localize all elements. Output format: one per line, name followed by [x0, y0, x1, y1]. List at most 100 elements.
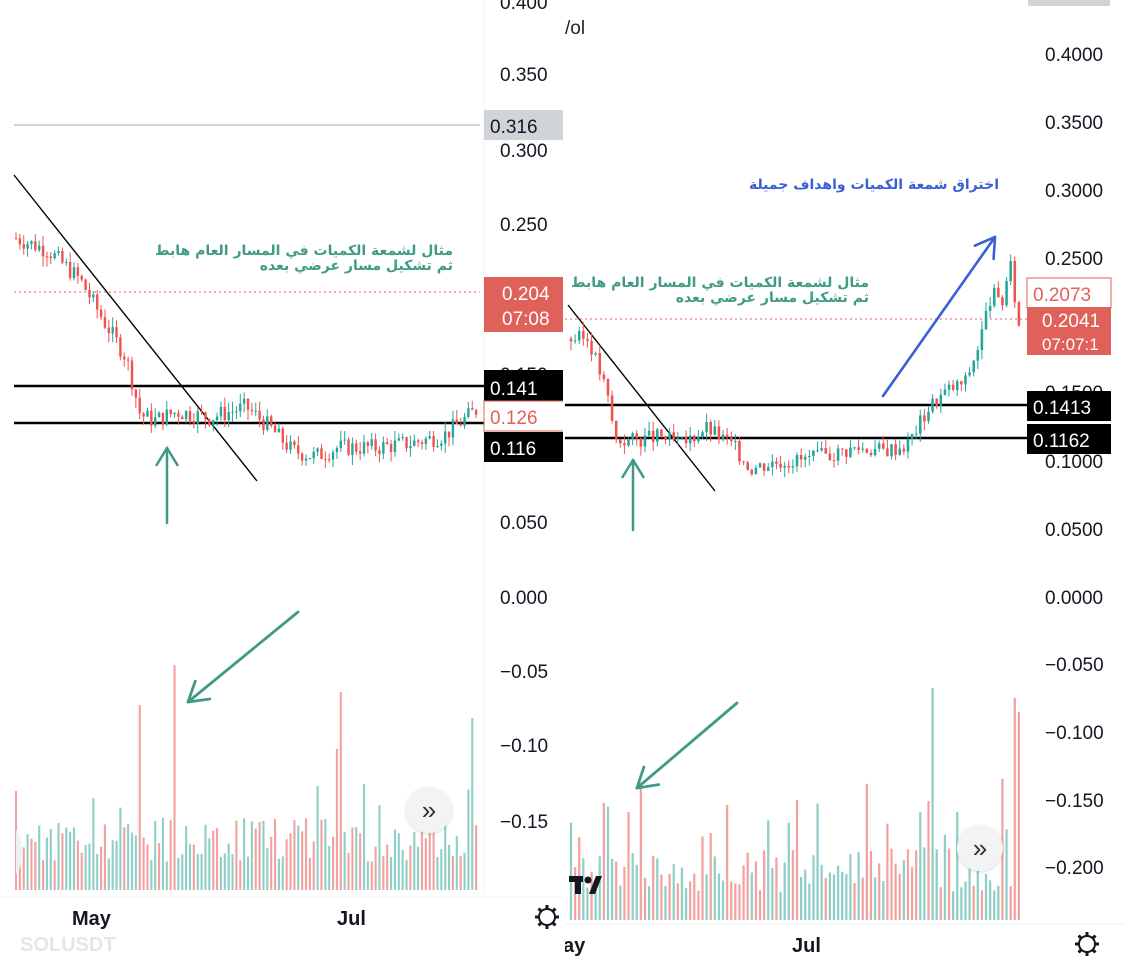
right-candle — [680, 436, 684, 438]
right-volume-bar — [598, 856, 601, 920]
y-axis-tick-label: −0.10 — [500, 736, 548, 757]
left-volume-bar — [18, 851, 21, 890]
right-candle — [976, 350, 980, 361]
right-candle — [742, 461, 745, 463]
right-candle — [898, 448, 902, 455]
left-candle — [38, 245, 41, 251]
right-candle — [960, 381, 963, 385]
downtrend-line — [567, 304, 716, 492]
chart-canvas-right[interactable]: 0.40000.35000.30000.25000.15000.10000.05… — [565, 0, 1125, 970]
left-candle — [177, 412, 180, 417]
left-volume-bar — [42, 860, 45, 890]
left-candle — [277, 428, 281, 433]
right-volume-bar — [693, 873, 696, 920]
left-candle — [192, 421, 196, 424]
right-volume-bar — [656, 858, 659, 920]
right-volume-bar — [820, 864, 823, 920]
left-volume-bar — [347, 852, 350, 890]
left-candle — [68, 262, 72, 279]
right-candle — [1001, 297, 1004, 306]
price-tag-resistance: 0.141 — [490, 379, 538, 400]
right-candle — [927, 411, 930, 422]
right-candle — [824, 448, 828, 454]
y-axis-tick-label: 0.300 — [500, 141, 548, 162]
right-volume-bar — [582, 858, 585, 920]
left-volume-bar — [289, 833, 292, 890]
left-candle — [223, 406, 226, 420]
settings-gear-icon — [1091, 934, 1097, 940]
right-candle — [828, 453, 832, 461]
right-candle — [676, 437, 680, 440]
left-volume-bar — [107, 858, 110, 890]
left-candle — [246, 398, 250, 410]
y-axis-tick-label: 0.2500 — [1045, 249, 1103, 270]
left-candle — [409, 445, 412, 449]
right-candle — [997, 287, 1000, 298]
left-candle — [138, 397, 141, 414]
right-candle — [758, 463, 762, 468]
left-volume-bar — [212, 830, 215, 890]
left-candle — [386, 442, 389, 445]
left-candle — [103, 317, 107, 328]
left-candle — [428, 435, 431, 439]
left-volume-bar — [413, 832, 416, 890]
right-candle — [1017, 302, 1021, 326]
left-candle — [447, 431, 451, 438]
right-candle — [610, 395, 614, 421]
chart-canvas-left[interactable]: 0.4000.3500.3000.2500.1500.0500.000−0.05… — [0, 0, 565, 970]
settings-gear-icon — [551, 921, 557, 927]
chart-panel-left[interactable]: 0.4000.3500.3000.2500.1500.0500.000−0.05… — [0, 0, 565, 970]
right-candle — [635, 433, 639, 439]
left-volume-bar — [366, 861, 369, 890]
left-volume-bar — [304, 818, 308, 890]
settings-gear-icon — [551, 907, 557, 913]
settings-gear-icon — [537, 921, 543, 927]
y-axis-tick-label: 0.1000 — [1045, 452, 1103, 473]
right-volume-bar — [923, 847, 926, 920]
right-candle — [890, 444, 893, 457]
left-volume-bar — [246, 856, 250, 890]
left-volume-bar — [393, 829, 396, 890]
left-candle — [219, 406, 223, 417]
left-volume-bar — [374, 846, 377, 890]
left-candle — [61, 251, 64, 263]
settings-gear-icon — [1091, 948, 1097, 954]
right-volume-bar — [779, 891, 782, 920]
left-candle — [227, 412, 230, 420]
y-axis-tick-label: 0.4000 — [1045, 45, 1103, 66]
left-volume-bar — [270, 836, 273, 890]
left-volume-bar — [386, 844, 389, 890]
chart-panel-right[interactable]: 0.40000.35000.30000.25000.15000.10000.05… — [565, 0, 1125, 970]
volume-arrow-left — [186, 610, 300, 704]
left-candle — [293, 441, 296, 446]
right-candle — [594, 353, 597, 355]
left-candle — [115, 327, 118, 338]
scroll-forward-button[interactable]: » — [406, 787, 452, 833]
right-volume-bar — [602, 802, 606, 920]
right-volume-bar — [832, 874, 836, 920]
annotation-line-1: مثال لشمعة الكميات في المسار العام هابط — [155, 243, 453, 259]
left-volume-bar — [362, 784, 366, 890]
countdown-label: 07:08 — [502, 309, 550, 330]
right-volume-bar — [623, 867, 626, 920]
left-volume-bar — [30, 838, 33, 890]
left-candle — [157, 412, 161, 418]
left-candle — [130, 360, 134, 390]
breakout-arrow — [881, 235, 997, 398]
right-volume-bar — [824, 877, 827, 920]
left-candle — [111, 327, 114, 334]
left-volume-bar — [130, 832, 134, 890]
left-volume-bar — [301, 831, 304, 890]
right-volume-bar — [869, 851, 873, 920]
scroll-forward-button[interactable]: » — [957, 825, 1003, 871]
left-candle — [76, 267, 80, 276]
right-candle — [980, 329, 984, 351]
right-candle — [812, 450, 815, 456]
right-volume-bar — [886, 823, 889, 920]
left-candle — [96, 294, 99, 310]
left-volume-bar — [332, 836, 335, 890]
right-candle — [721, 434, 725, 440]
left-volume-bar — [428, 822, 431, 890]
left-volume-bar — [53, 860, 56, 890]
right-candle — [947, 384, 951, 390]
